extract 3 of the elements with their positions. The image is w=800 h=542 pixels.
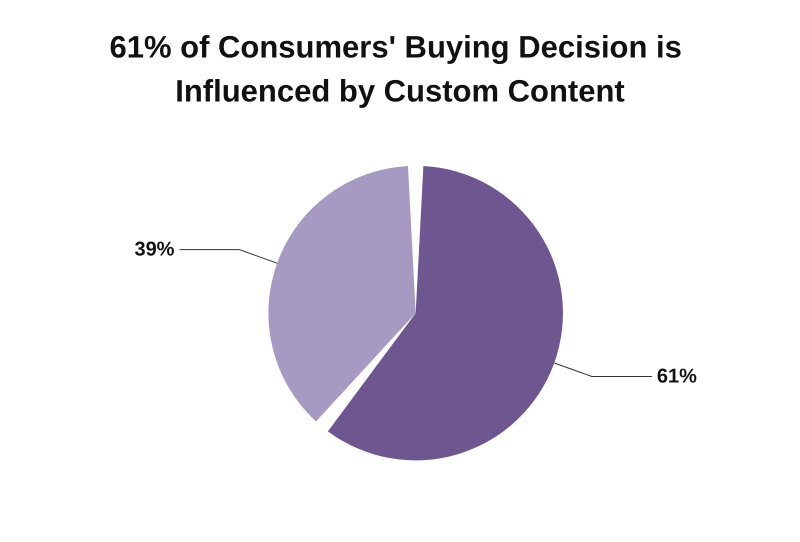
chart-title: 61% of Consumers' Buying Decision is Influenced by Custom Content xyxy=(109,30,691,108)
data-label: 39% xyxy=(134,238,175,261)
data-label: 61% xyxy=(656,366,698,388)
